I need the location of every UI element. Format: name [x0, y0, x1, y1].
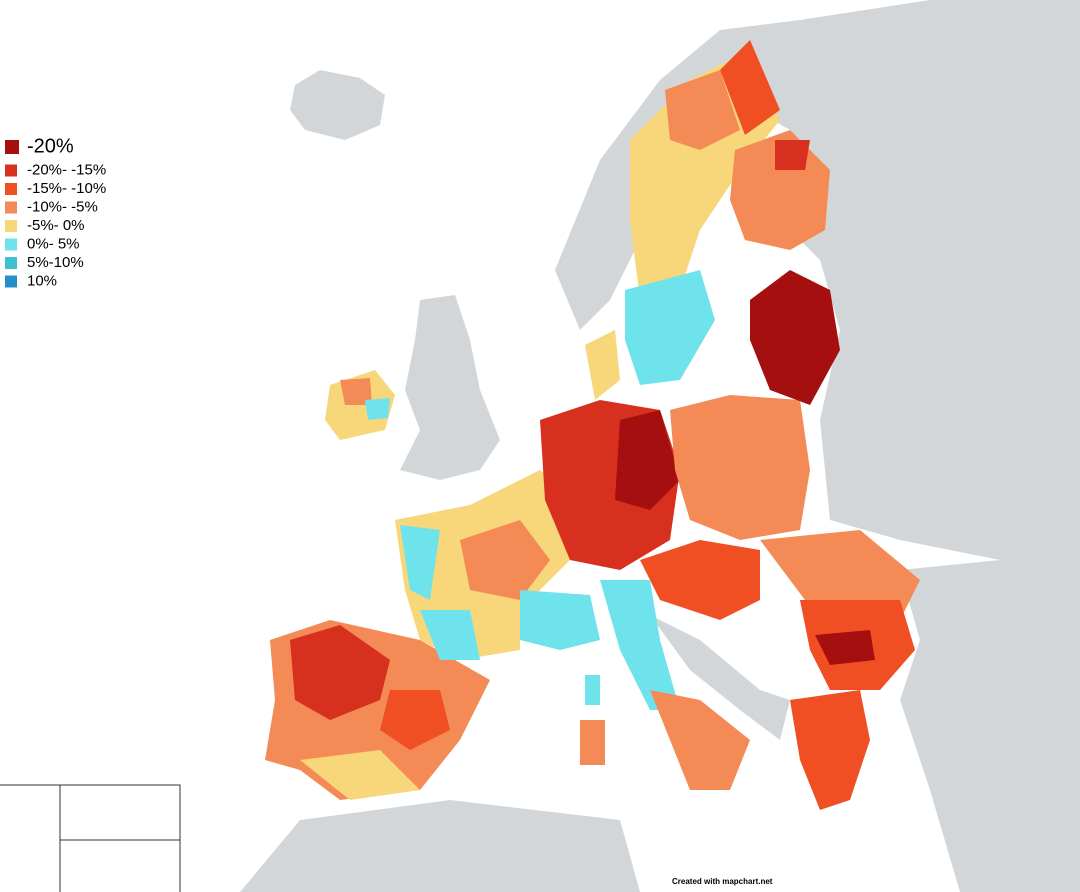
- credit: Created with mapchart.net: [672, 877, 773, 886]
- legend-swatch: [5, 220, 17, 232]
- legend-swatch: [5, 238, 17, 251]
- inset-frames: [0, 784, 181, 892]
- legend-label: -10%- -5%: [27, 198, 98, 215]
- legend-label: -15%- -10%: [27, 180, 106, 197]
- legend-label: -5%- 0%: [27, 217, 85, 234]
- legend: -20% -20%- -15% -15%- -10%-10%- -5% -5%- 0%…: [5, 135, 106, 289]
- legend-label: 10%: [27, 272, 57, 289]
- legend-swatch: [5, 275, 17, 288]
- legend-swatch: [5, 257, 17, 269]
- legend-swatch: [5, 183, 17, 195]
- legend-label: 0%- 5%: [27, 235, 80, 252]
- legend-swatch: [5, 164, 17, 177]
- eu-regions: [265, 40, 920, 810]
- legend-swatch: [5, 201, 17, 214]
- legend-swatch: [5, 140, 19, 154]
- legend-label: 5%-10%: [27, 254, 84, 271]
- legend-label: -20%: [27, 135, 74, 157]
- legend-label: -20%- -15%: [27, 161, 106, 178]
